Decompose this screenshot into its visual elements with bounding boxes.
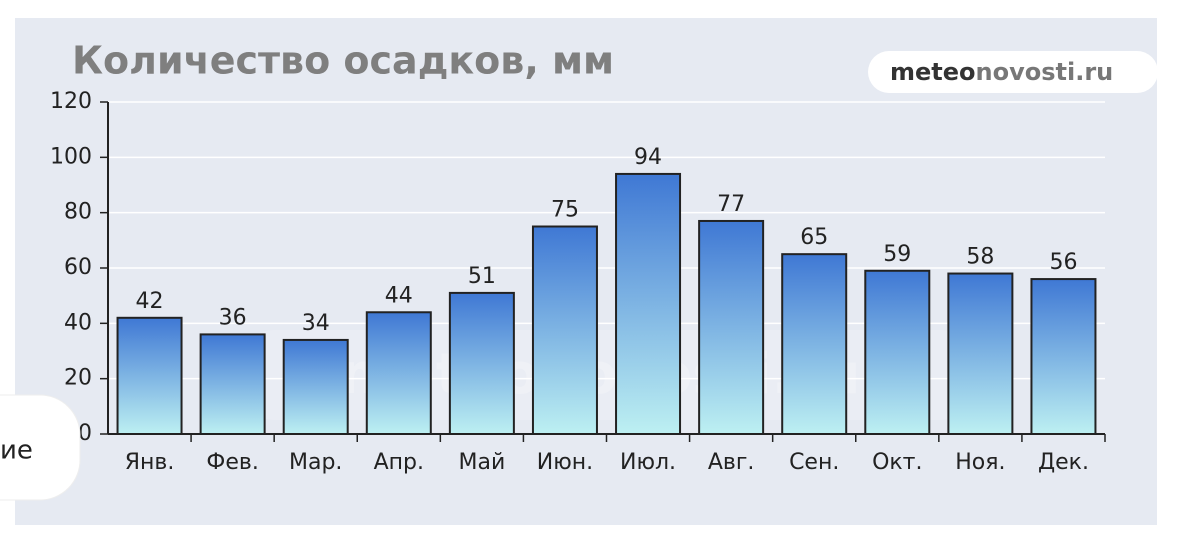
logo-pill (868, 51, 1158, 93)
value-label: 44 (385, 283, 413, 308)
y-tick-label: 60 (64, 255, 92, 280)
side-bubble (0, 394, 81, 501)
side-text: ие (0, 436, 33, 466)
value-label: 56 (1049, 250, 1077, 275)
bar (531, 225, 598, 435)
value-label: 58 (966, 245, 994, 270)
plot: 0 20 40 60 80 100 120 Янв. 42 Фев. 36 Мар. 34 Апр. 44 М… (50, 89, 1106, 475)
x-tick-label: Июн. (537, 450, 593, 475)
value-label: 36 (219, 305, 247, 330)
value-label: 77 (717, 192, 745, 217)
value-label: 75 (551, 198, 579, 223)
bar (448, 291, 515, 435)
x-tick-label: Сен. (789, 450, 839, 475)
x-tick-label: Апр. (374, 450, 424, 475)
x-tick-label: Авг. (708, 450, 755, 475)
x-tick-label: Мар. (289, 450, 342, 475)
bar (282, 338, 349, 435)
value-label: 34 (302, 311, 330, 336)
x-tick-label: Ноя. (955, 450, 1005, 475)
bar (864, 269, 931, 435)
x-tick-label: Фев. (206, 450, 258, 475)
value-label: 59 (883, 242, 911, 267)
bar (199, 333, 266, 435)
x-tick-label: Июл. (620, 450, 676, 475)
value-label: 94 (634, 145, 662, 170)
x-tick-label: Окт. (872, 450, 922, 475)
logo-part: meteo (890, 58, 976, 86)
bar (1030, 278, 1097, 436)
bar (116, 316, 183, 435)
bar (781, 253, 848, 435)
bar (615, 172, 682, 436)
value-label: 51 (468, 264, 496, 289)
chart-title: Количество осадков, мм (72, 39, 614, 83)
value-label: 65 (800, 225, 828, 250)
x-tick-label: Дек. (1038, 450, 1089, 475)
y-tick-label: 120 (50, 89, 92, 114)
x-tick-label: Май (458, 450, 505, 475)
y-tick-label: 100 (50, 144, 92, 169)
y-tick-label: 80 (64, 200, 92, 225)
bar (365, 311, 432, 435)
logo-part: novosti.ru (976, 58, 1114, 86)
y-tick-label: 20 (64, 366, 92, 391)
y-tick-label: 0 (78, 421, 92, 446)
logo: meteonovosti.ru (890, 58, 1113, 86)
bar (947, 272, 1014, 435)
x-tick-label: Янв. (125, 450, 175, 475)
bar (698, 219, 765, 435)
value-label: 42 (136, 289, 164, 314)
y-tick-label: 40 (64, 310, 92, 335)
